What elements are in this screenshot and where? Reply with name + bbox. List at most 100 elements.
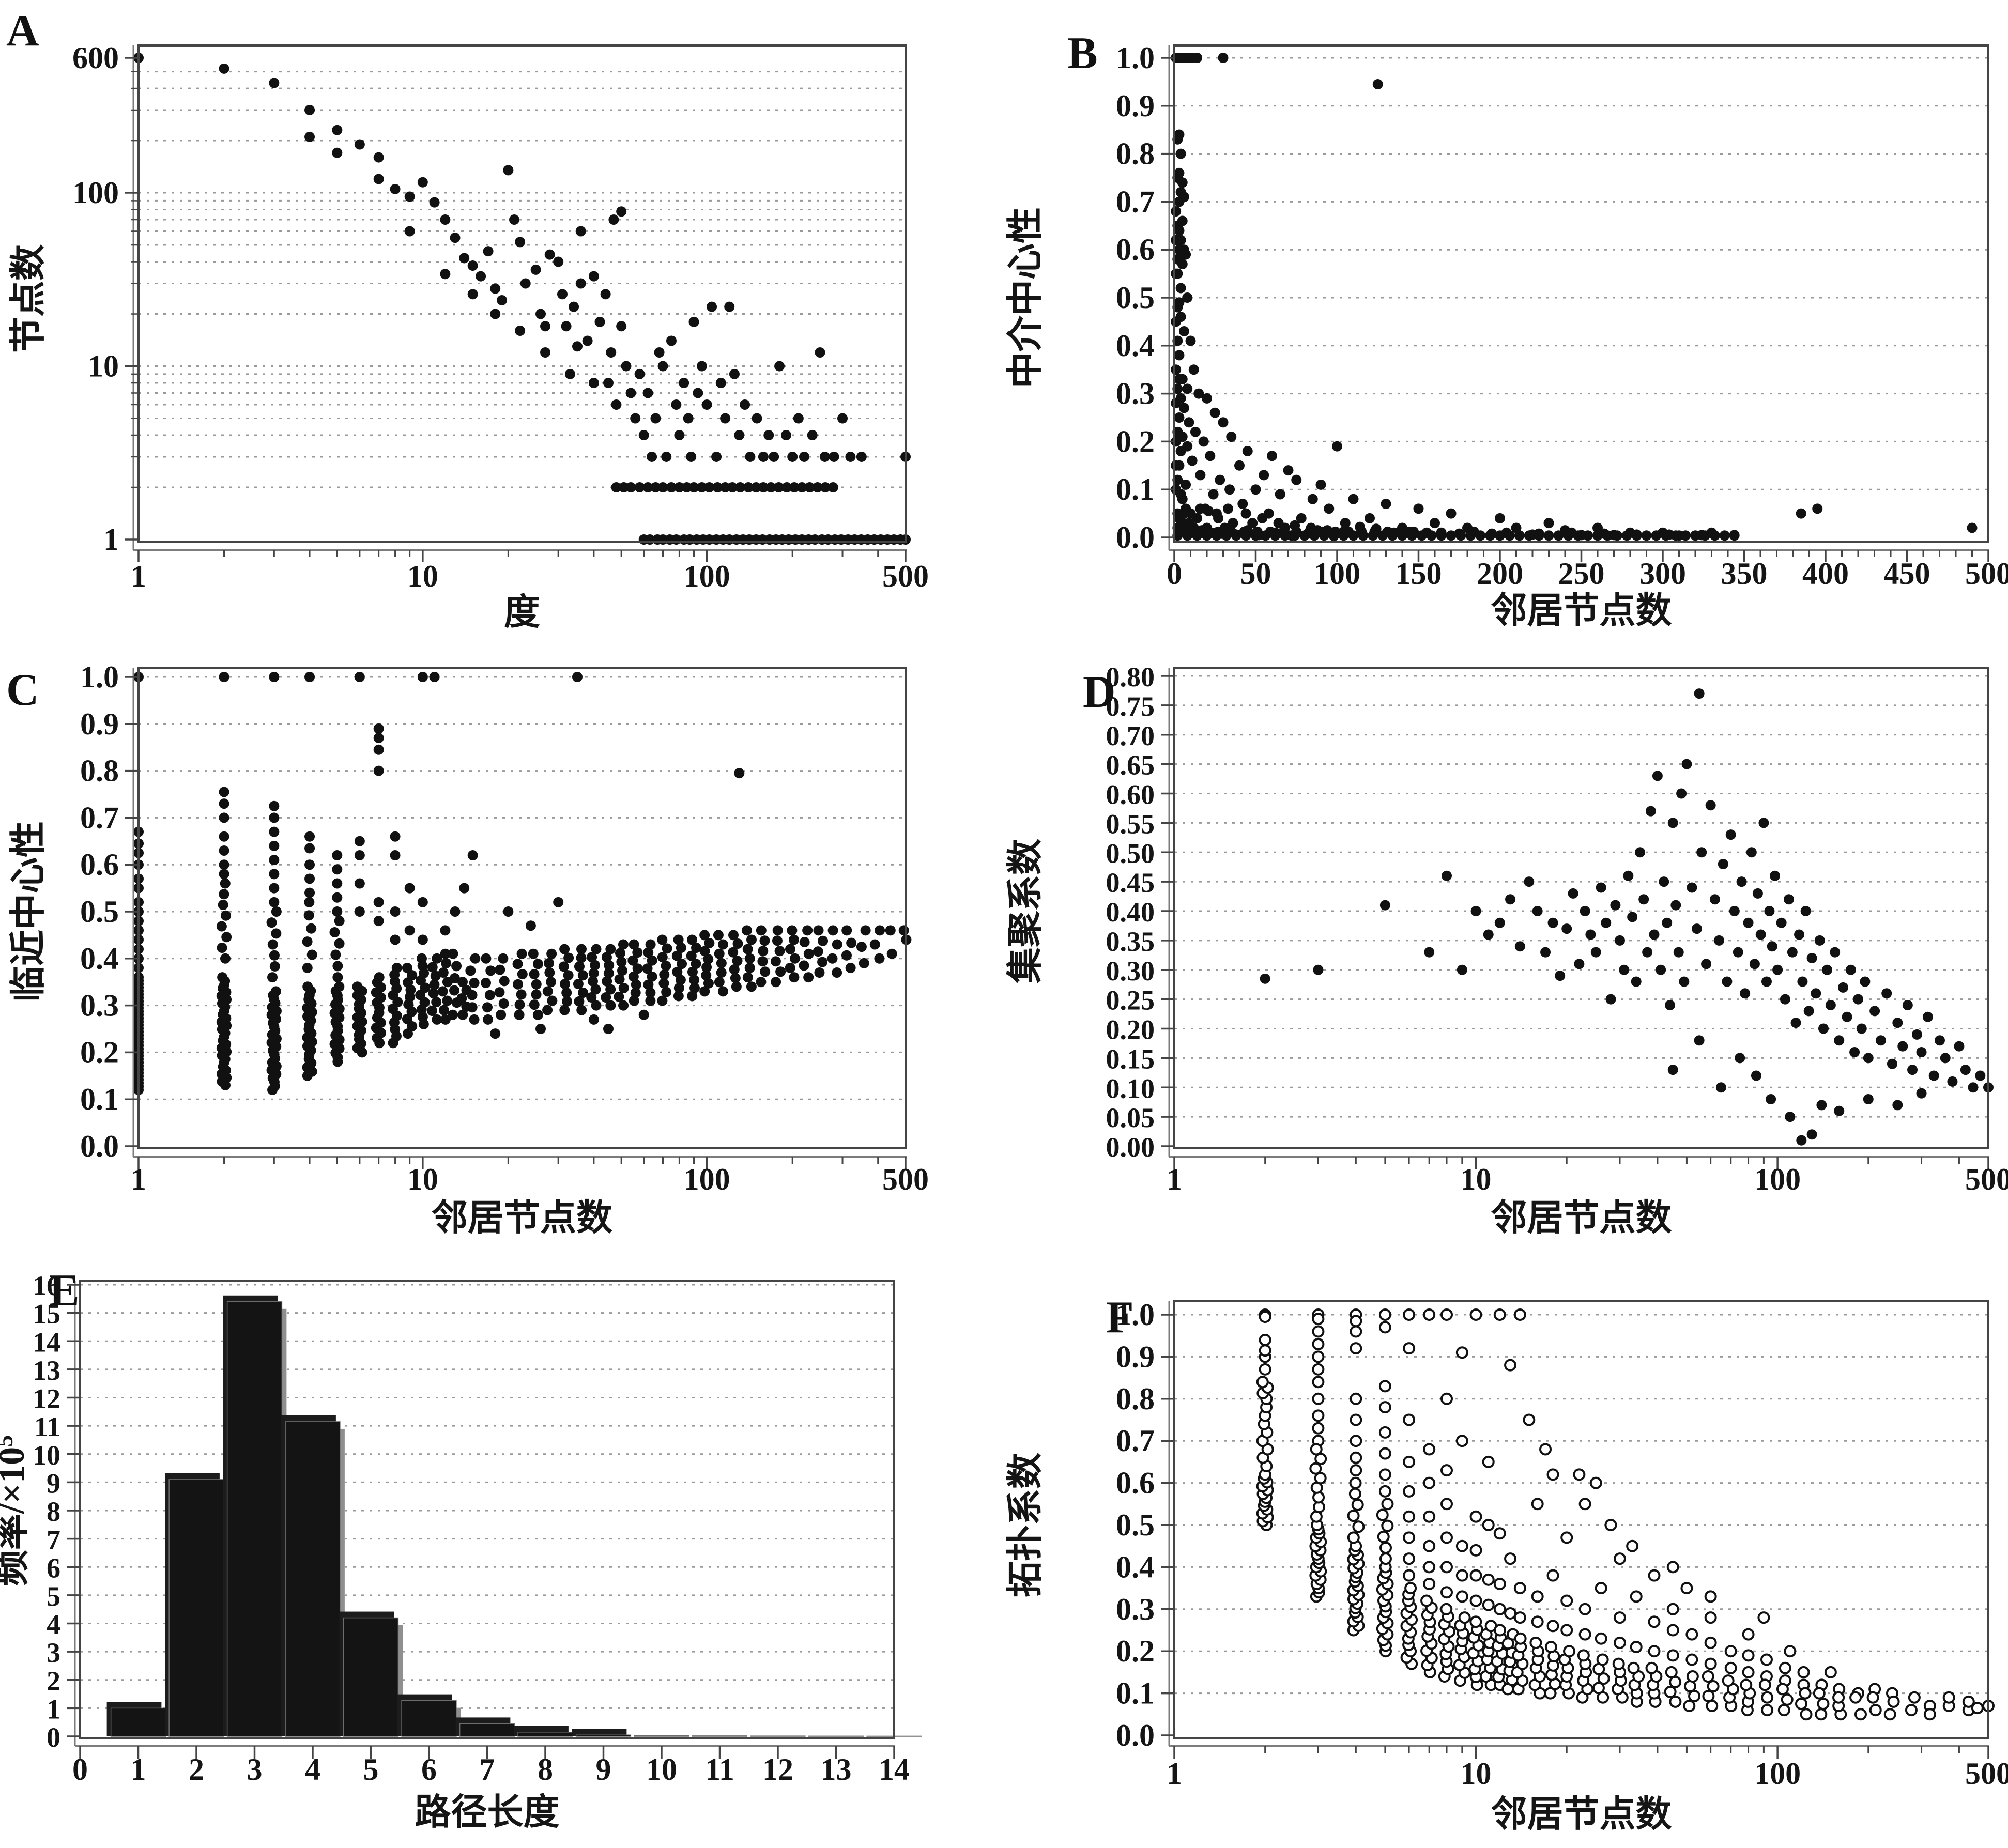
data-point bbox=[602, 976, 612, 987]
data-point bbox=[1174, 412, 1185, 423]
data-point bbox=[827, 482, 838, 493]
data-point bbox=[1680, 530, 1691, 541]
data-point bbox=[1310, 1443, 1323, 1456]
y-ticks bbox=[125, 57, 139, 541]
y-tick-label: 0.35 bbox=[1106, 926, 1155, 957]
data-point bbox=[1312, 1313, 1325, 1326]
data-point bbox=[1208, 489, 1219, 500]
data-point bbox=[1171, 268, 1182, 279]
data-point bbox=[269, 672, 280, 682]
data-point bbox=[819, 451, 830, 462]
data-point bbox=[219, 812, 229, 823]
x-tick-label: 250 bbox=[1558, 557, 1605, 591]
data-point bbox=[449, 985, 460, 996]
data-point bbox=[448, 1009, 458, 1020]
data-point bbox=[217, 943, 227, 953]
data-point bbox=[672, 966, 683, 977]
data-point bbox=[1560, 1531, 1573, 1544]
data-point bbox=[304, 831, 315, 842]
x-tick-label: 8 bbox=[538, 1752, 553, 1787]
data-point bbox=[1776, 1683, 1789, 1696]
x-axis-title: 邻居节点数 bbox=[1491, 591, 1672, 631]
data-point bbox=[1177, 259, 1188, 270]
y-tick-label: 11 bbox=[34, 1411, 60, 1442]
y-tick-label: 0.0 bbox=[1116, 520, 1155, 555]
data-point bbox=[1942, 1691, 1955, 1704]
data-point bbox=[756, 925, 767, 936]
data-point bbox=[1440, 1586, 1453, 1599]
scatter-points bbox=[1260, 688, 1994, 1146]
x-tick-label: 500 bbox=[1965, 557, 2008, 591]
data-point bbox=[481, 978, 492, 989]
data-point bbox=[1667, 818, 1678, 828]
data-point bbox=[1378, 1308, 1391, 1321]
data-point bbox=[1482, 1598, 1495, 1611]
y-tick-label: 0.7 bbox=[80, 800, 119, 835]
scatter-points bbox=[1171, 53, 1978, 542]
data-point bbox=[1403, 1531, 1416, 1544]
data-point bbox=[1758, 818, 1769, 828]
data-point bbox=[1694, 688, 1705, 699]
data-point bbox=[1934, 1035, 1945, 1046]
data-point bbox=[714, 977, 725, 988]
data-point bbox=[1505, 894, 1516, 905]
data-point bbox=[673, 982, 684, 993]
data-point bbox=[1704, 1636, 1717, 1649]
x-tick-label: 10 bbox=[407, 1162, 438, 1196]
data-point bbox=[671, 950, 682, 961]
data-point bbox=[643, 979, 654, 990]
data-point bbox=[1482, 1455, 1495, 1468]
data-point bbox=[1800, 1708, 1813, 1721]
plot-frame bbox=[74, 1280, 895, 1747]
data-point bbox=[1312, 1392, 1325, 1405]
data-point bbox=[1630, 1590, 1643, 1603]
data-point bbox=[1652, 771, 1663, 781]
x-tick-labels: 1 10 100 500 bbox=[1167, 1757, 2008, 1791]
x-tick-label: 3 bbox=[247, 1752, 263, 1787]
data-point bbox=[632, 947, 643, 958]
data-point bbox=[774, 361, 785, 372]
data-point bbox=[1378, 1447, 1391, 1460]
data-point bbox=[689, 982, 700, 993]
x-tick-label: 11 bbox=[705, 1752, 734, 1787]
data-point bbox=[1715, 1082, 1726, 1093]
data-point bbox=[1761, 976, 1772, 987]
data-point bbox=[1853, 994, 1864, 1005]
data-point bbox=[1350, 1464, 1362, 1477]
data-point bbox=[687, 966, 698, 977]
data-point bbox=[1203, 505, 1214, 516]
data-point bbox=[789, 482, 800, 493]
data-point bbox=[687, 991, 698, 1002]
x-tick-label: 450 bbox=[1884, 557, 1930, 591]
data-point bbox=[614, 974, 625, 985]
data-point bbox=[1742, 1628, 1755, 1641]
y-axis-title: 中介中心性 bbox=[1005, 207, 1046, 388]
data-point bbox=[1239, 526, 1250, 537]
data-point bbox=[441, 958, 452, 968]
data-point bbox=[631, 979, 641, 990]
x-tick-label: 10 bbox=[1461, 1757, 1492, 1791]
y-tick-label: 0.7 bbox=[1116, 1424, 1155, 1458]
data-point bbox=[1702, 1690, 1715, 1703]
data-point bbox=[716, 967, 727, 978]
data-point bbox=[1574, 959, 1585, 969]
histogram-bar bbox=[226, 1301, 283, 1737]
y-tick-label: 0.8 bbox=[1116, 137, 1155, 171]
data-point bbox=[1863, 1053, 1874, 1064]
data-point bbox=[1330, 526, 1341, 537]
data-point bbox=[417, 177, 428, 188]
data-point bbox=[711, 451, 722, 462]
data-point bbox=[407, 970, 418, 981]
panel-c-closeness-centrality: 1 10 100 500 1.0 0.9 0.8 0.7 0.6 0.5 0.4 0.3 0.2 0.1 0… bbox=[0, 636, 1003, 1241]
data-point bbox=[1954, 1041, 1965, 1052]
y-tick-label: 10 bbox=[88, 349, 119, 383]
data-point bbox=[219, 869, 229, 880]
data-point bbox=[1543, 518, 1554, 529]
histogram-bar bbox=[517, 1732, 573, 1737]
data-point bbox=[1563, 530, 1574, 541]
y-tick-labels: 600 100 10 1 bbox=[72, 41, 119, 557]
data-point bbox=[516, 948, 527, 959]
data-point bbox=[1259, 1311, 1271, 1323]
data-point bbox=[1347, 1510, 1360, 1522]
